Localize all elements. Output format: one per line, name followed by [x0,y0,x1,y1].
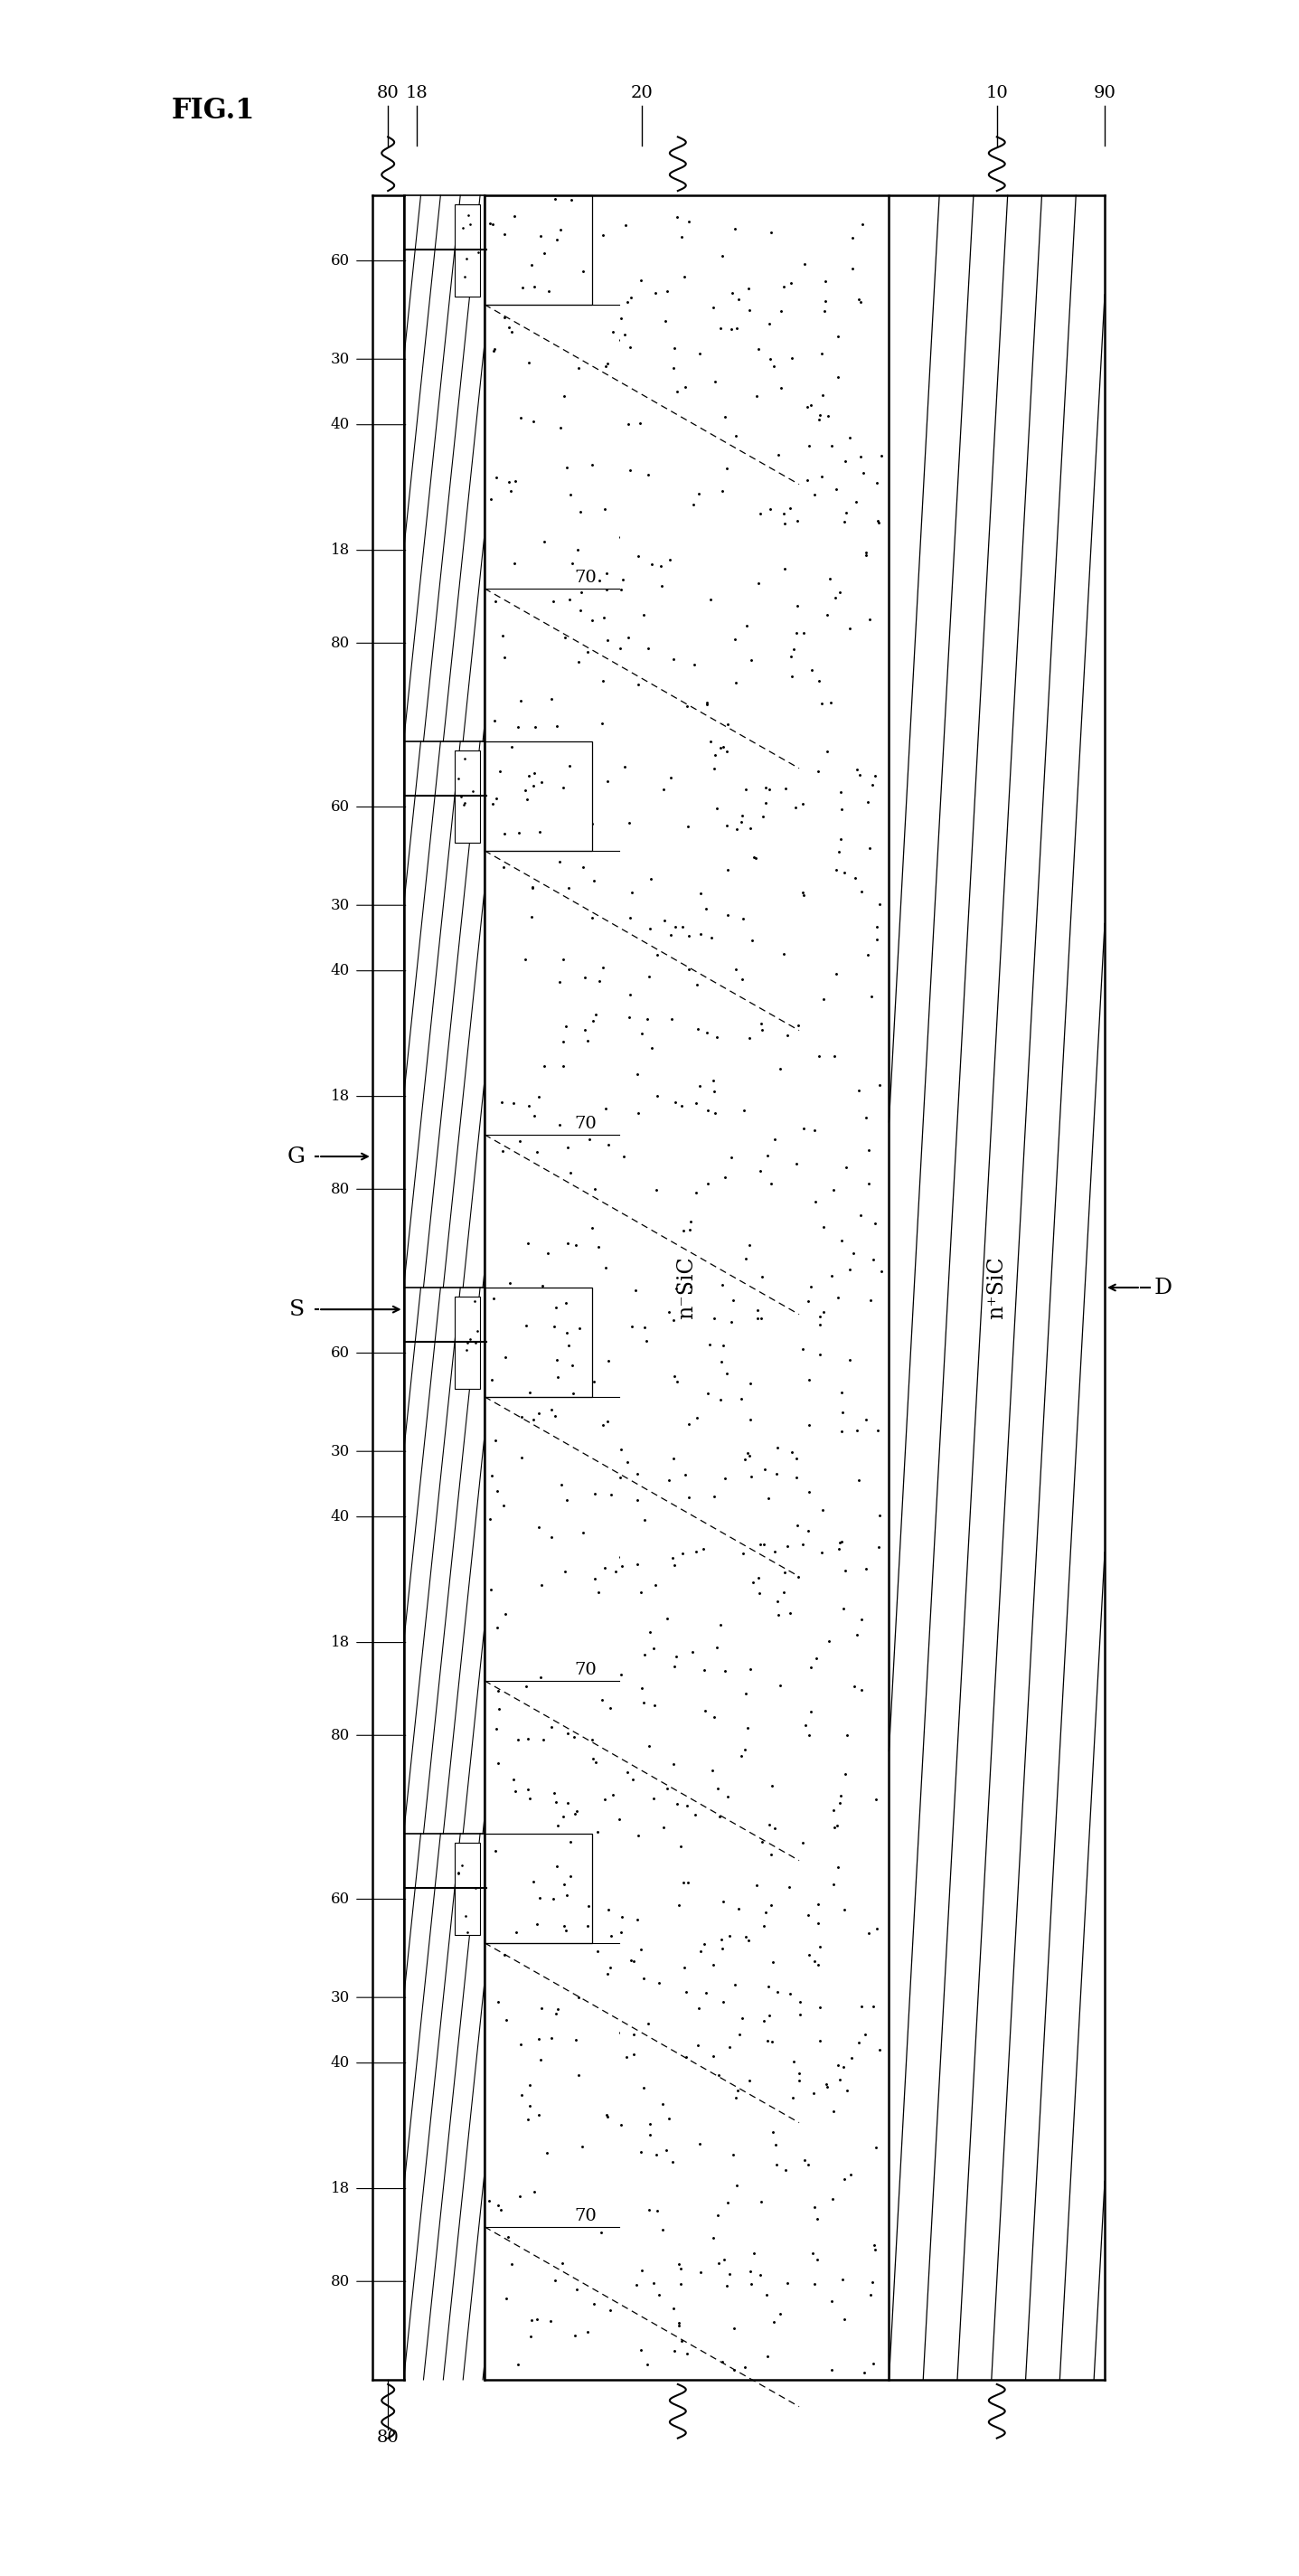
Text: 90: 90 [1094,85,1116,100]
Text: 10: 10 [986,85,1008,100]
Bar [404,196,485,742]
Text: 18: 18 [330,1090,349,1105]
Bar [485,1396,620,1680]
Text: 60: 60 [331,1891,349,1906]
Text: 18: 18 [407,85,429,100]
Text: 30: 30 [330,896,349,912]
Text: 70: 70 [574,1662,596,1677]
Text: 30: 30 [330,350,349,366]
Bar [889,196,1104,2380]
Bar [485,196,889,2380]
Text: 70: 70 [574,569,596,585]
Bar [455,1296,481,1388]
Bar [485,850,620,1133]
Text: 40: 40 [330,2056,349,2071]
Text: 80: 80 [330,1182,349,1198]
Text: 60: 60 [331,1345,349,1360]
Bar [485,1288,592,1396]
Text: FIG.1: FIG.1 [171,98,255,126]
Text: 80: 80 [377,85,399,100]
Bar [404,1834,485,2380]
Bar [485,742,592,850]
Text: 30: 30 [330,1989,349,2004]
Text: 70: 70 [574,1115,596,1131]
Text: 40: 40 [330,417,349,433]
Bar [455,204,481,296]
Text: 80: 80 [330,2275,349,2290]
Text: 18: 18 [330,1636,349,1651]
Text: 60: 60 [331,252,349,268]
Bar [485,1834,592,1942]
Text: 20: 20 [631,85,653,100]
Text: 40: 40 [330,1510,349,1525]
Text: n⁺SiC: n⁺SiC [986,1257,1007,1319]
Text: D: D [1154,1278,1172,1298]
Text: 30: 30 [330,1443,349,1458]
Text: S: S [290,1298,305,1319]
Bar [455,750,481,842]
Text: 18: 18 [330,544,349,559]
Bar [404,742,485,1288]
Text: G: G [287,1146,305,1167]
Bar [485,1942,620,2226]
Bar [485,196,592,304]
Text: n⁻SiC: n⁻SiC [677,1257,698,1319]
Text: 80: 80 [330,1728,349,1744]
Text: 80: 80 [377,2429,399,2445]
Text: 40: 40 [330,963,349,979]
Bar [485,304,620,587]
Text: 70: 70 [574,2208,596,2223]
Text: 80: 80 [330,636,349,652]
Text: 18: 18 [330,2182,349,2197]
Bar [404,1288,485,1834]
Bar [455,1842,481,1935]
Text: 60: 60 [331,799,349,814]
